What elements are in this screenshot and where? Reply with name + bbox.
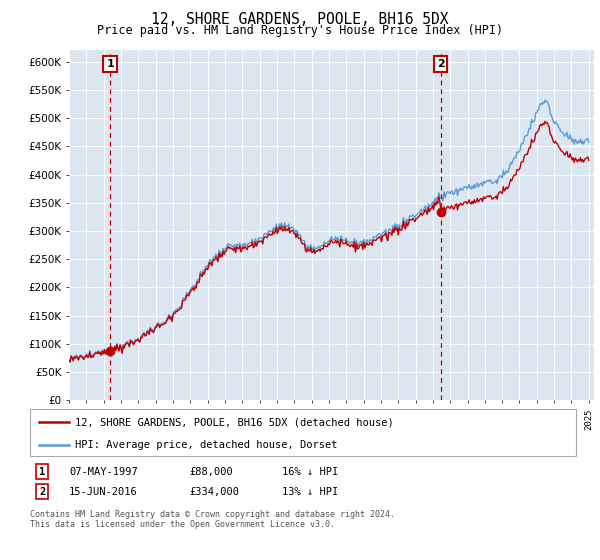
Text: 07-MAY-1997: 07-MAY-1997 [69, 466, 138, 477]
Text: 13% ↓ HPI: 13% ↓ HPI [282, 487, 338, 497]
Text: HPI: Average price, detached house, Dorset: HPI: Average price, detached house, Dors… [75, 440, 337, 450]
Text: 12, SHORE GARDENS, POOLE, BH16 5DX (detached house): 12, SHORE GARDENS, POOLE, BH16 5DX (deta… [75, 417, 394, 427]
Text: £88,000: £88,000 [189, 466, 233, 477]
Text: 1: 1 [106, 59, 114, 69]
Text: 16% ↓ HPI: 16% ↓ HPI [282, 466, 338, 477]
Text: 2: 2 [437, 59, 445, 69]
Text: Price paid vs. HM Land Registry's House Price Index (HPI): Price paid vs. HM Land Registry's House … [97, 24, 503, 37]
Text: 12, SHORE GARDENS, POOLE, BH16 5DX: 12, SHORE GARDENS, POOLE, BH16 5DX [151, 12, 449, 27]
Text: 15-JUN-2016: 15-JUN-2016 [69, 487, 138, 497]
Text: £334,000: £334,000 [189, 487, 239, 497]
Text: 1: 1 [39, 466, 45, 477]
Text: Contains HM Land Registry data © Crown copyright and database right 2024.
This d: Contains HM Land Registry data © Crown c… [30, 510, 395, 529]
Text: 2: 2 [39, 487, 45, 497]
